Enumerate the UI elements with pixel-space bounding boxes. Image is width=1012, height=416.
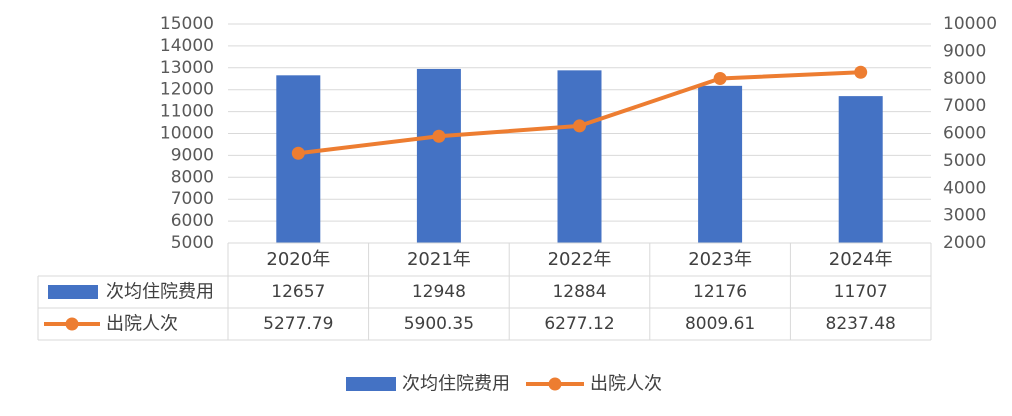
x-category-label: 2021年 — [407, 249, 471, 270]
table-cell: 11707 — [834, 282, 888, 302]
data-table — [37, 242, 932, 341]
y-left-tick-label: 7000 — [171, 189, 214, 209]
y-right-tick-label: 8000 — [943, 69, 986, 89]
row-label: 次均住院费用 — [106, 282, 214, 303]
y-right-tick-label: 5000 — [943, 151, 986, 171]
line-point — [854, 65, 868, 79]
legend-swatch-bar — [346, 377, 396, 391]
y-right-tick-label: 7000 — [943, 96, 986, 116]
line-point — [432, 129, 446, 143]
line-point — [713, 71, 727, 85]
y-left-tick-label: 9000 — [171, 145, 214, 165]
y-left-tick-label: 15000 — [160, 14, 214, 34]
bar — [698, 85, 743, 243]
table-cell: 5277.79 — [263, 314, 333, 334]
x-category-label: 2023年 — [688, 249, 752, 270]
y-left-tick-label: 12000 — [160, 80, 214, 100]
bar — [557, 70, 602, 244]
legend-label: 出院人次 — [590, 374, 662, 395]
table-cell: 12884 — [552, 282, 606, 302]
y-left-tick-label: 10000 — [160, 124, 214, 144]
row-key-bar — [48, 285, 98, 299]
y-left-tick-label: 14000 — [160, 36, 214, 56]
table-cell: 8237.48 — [826, 314, 896, 334]
y-left-tick-label: 13000 — [160, 58, 214, 78]
y-left-tick-label: 8000 — [171, 167, 214, 187]
x-category-label: 2024年 — [829, 249, 893, 270]
y-right-tick-label: 6000 — [943, 124, 986, 144]
table-cell: 12657 — [271, 282, 325, 302]
bar — [838, 96, 883, 243]
table-cell: 12948 — [412, 282, 466, 302]
y-right-tick-label: 3000 — [943, 206, 986, 226]
y-right-tick-label: 4000 — [943, 178, 986, 198]
legend-label: 次均住院费用 — [402, 374, 510, 395]
y-right-tick-label: 9000 — [943, 41, 986, 61]
x-category-label: 2022年 — [548, 249, 612, 270]
table-cell: 12176 — [693, 282, 747, 302]
row-label: 出院人次 — [106, 314, 178, 335]
table-cell: 5900.35 — [404, 314, 474, 334]
x-category-label: 2020年 — [266, 249, 330, 270]
y-left-tick-label: 5000 — [171, 233, 214, 253]
line-point — [573, 119, 586, 133]
line-point — [291, 146, 305, 160]
y-left-tick-label: 11000 — [160, 102, 214, 122]
y-left-tick-label: 6000 — [171, 211, 214, 231]
bar — [416, 68, 461, 243]
table-cell: 8009.61 — [685, 314, 755, 334]
y-right-tick-label: 2000 — [943, 233, 986, 253]
y-right-tick-label: 10000 — [943, 14, 997, 34]
table-cell: 6277.12 — [544, 314, 614, 334]
legend-swatch-marker — [548, 377, 562, 391]
row-key-marker — [65, 317, 79, 331]
